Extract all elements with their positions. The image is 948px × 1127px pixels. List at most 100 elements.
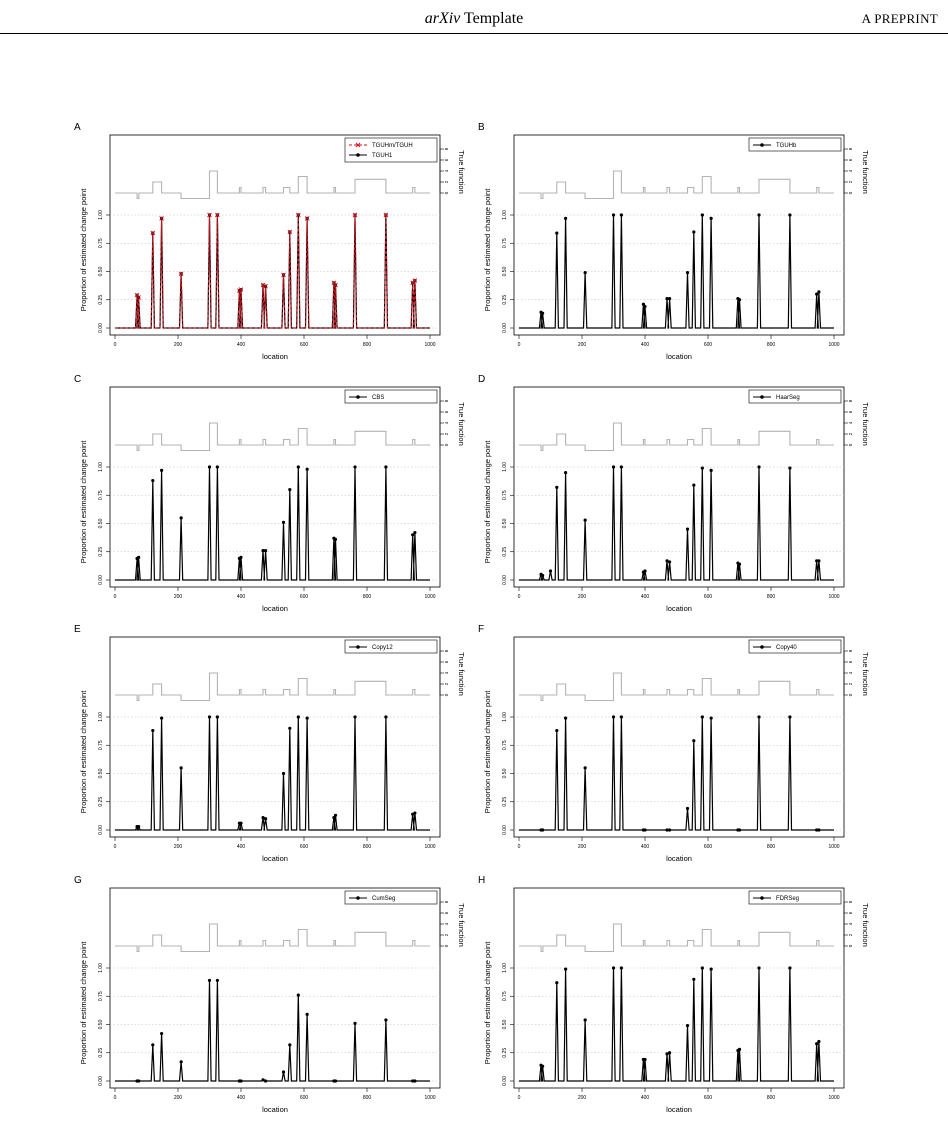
spike-marker-x bbox=[207, 212, 212, 218]
spike-point bbox=[263, 549, 268, 553]
y-tick-label: 0.75 bbox=[502, 740, 508, 750]
legend-marker-x bbox=[355, 142, 361, 148]
x-tick-label: 0 bbox=[114, 342, 117, 348]
spike-marker-x bbox=[281, 272, 286, 278]
y-axis-label: Proportion of estimated change point bbox=[79, 440, 88, 563]
spike-point bbox=[564, 471, 568, 475]
panel-B: B 0.00 0.25 0.50 0.75 1.00 Proportion of estim… bbox=[478, 122, 870, 361]
right-axis-label: True function bbox=[457, 652, 466, 696]
y-tick-label: 1.00 bbox=[98, 963, 104, 973]
y-tick-label: 0.50 bbox=[502, 266, 508, 276]
right-tick-label: 8 bbox=[444, 399, 449, 402]
y-tick-label: 0.00 bbox=[502, 323, 508, 333]
spike-point bbox=[564, 216, 568, 220]
spike-point bbox=[151, 1043, 155, 1047]
spike-point bbox=[305, 716, 309, 720]
right-tick-label: 8 bbox=[848, 649, 853, 652]
legend-box bbox=[748, 389, 842, 404]
y-tick-label: 0.00 bbox=[98, 575, 104, 585]
spike-point bbox=[384, 715, 388, 719]
x-tick-label: 200 bbox=[174, 342, 183, 348]
right-tick-label: 2 bbox=[848, 682, 853, 685]
spike-point bbox=[619, 966, 623, 970]
y-tick-label: 0.25 bbox=[502, 547, 508, 557]
y-tick-label: 0.75 bbox=[98, 740, 104, 750]
series-line bbox=[519, 466, 834, 581]
spike-point bbox=[239, 821, 243, 825]
y-axis-label: Proportion of estimated change point bbox=[483, 690, 492, 813]
spike-point bbox=[665, 297, 669, 301]
spike-point bbox=[151, 728, 155, 733]
spike-point bbox=[333, 537, 338, 541]
spike-point bbox=[160, 468, 164, 472]
spike-point bbox=[564, 716, 568, 720]
spike-marker-x bbox=[263, 283, 268, 289]
spike-point bbox=[413, 1079, 417, 1083]
panel-E: E 0.00 0.25 0.50 0.75 1.00 Proportion of estim… bbox=[74, 624, 466, 863]
panel-label: F bbox=[478, 624, 484, 635]
x-tick-label: 200 bbox=[578, 594, 587, 600]
y-tick-label: 0.00 bbox=[502, 825, 508, 835]
spike-point bbox=[700, 715, 704, 719]
spike-point bbox=[643, 569, 647, 573]
x-tick-label: 400 bbox=[641, 1095, 650, 1101]
panel-label: G bbox=[74, 875, 82, 886]
legend-box bbox=[344, 639, 438, 654]
spike-point bbox=[296, 465, 300, 469]
right-tick-label: 0 bbox=[444, 944, 449, 947]
spike-point bbox=[788, 715, 792, 719]
spike-point bbox=[665, 559, 669, 563]
spike-point bbox=[583, 518, 587, 522]
spike-marker-x bbox=[159, 216, 164, 221]
x-tick-label: 200 bbox=[174, 844, 183, 850]
legend-marker-dot bbox=[760, 143, 764, 147]
preprint-tag: A PREPRINT bbox=[861, 11, 938, 26]
spike-point bbox=[815, 828, 819, 832]
spike-point bbox=[700, 966, 704, 970]
right-tick-label: 6 bbox=[848, 911, 853, 914]
panel-H: H 0.00 0.25 0.50 0.75 1.00 Proportion of estim… bbox=[478, 875, 870, 1114]
right-tick-label: 2 bbox=[444, 180, 449, 183]
y-axis-label: Proportion of estimated change point bbox=[483, 440, 492, 563]
legend-marker-dot bbox=[356, 153, 360, 157]
spike-marker-x bbox=[412, 278, 418, 283]
spike-point bbox=[239, 1079, 243, 1083]
spike-point bbox=[667, 297, 672, 301]
plot-frame bbox=[513, 134, 845, 336]
spike-point bbox=[263, 817, 268, 821]
x-tick-label: 0 bbox=[114, 1095, 117, 1101]
panel-label: B bbox=[478, 122, 485, 133]
y-tick-label: 0.00 bbox=[98, 825, 104, 835]
plot-frame bbox=[513, 636, 845, 838]
y-tick-label: 1.00 bbox=[98, 712, 104, 722]
y-tick-label: 0.50 bbox=[502, 518, 508, 528]
spike-point bbox=[788, 966, 792, 970]
true-function-line bbox=[115, 422, 430, 452]
page-header: arXiv Template A PREPRINT bbox=[0, 0, 948, 36]
y-tick-label: 1.00 bbox=[502, 462, 508, 472]
spike-point bbox=[619, 213, 623, 217]
spike-point bbox=[555, 231, 559, 235]
x-tick-label: 600 bbox=[704, 844, 713, 850]
right-tick-label: 6 bbox=[848, 410, 853, 413]
x-tick-label: 400 bbox=[237, 1095, 246, 1101]
spike-point bbox=[333, 813, 338, 817]
legend-marker-dot bbox=[760, 645, 764, 649]
spike-point bbox=[137, 825, 141, 829]
true-function-line bbox=[519, 672, 834, 702]
spike-point bbox=[737, 298, 742, 302]
spike-point bbox=[207, 978, 212, 983]
x-tick-label: 400 bbox=[641, 342, 650, 348]
spike-point bbox=[788, 213, 792, 217]
spike-point bbox=[555, 728, 559, 733]
x-tick-label: 400 bbox=[237, 342, 246, 348]
spike-point bbox=[611, 465, 616, 469]
x-tick-label: 400 bbox=[641, 844, 650, 850]
spike-point bbox=[179, 516, 183, 520]
spike-point bbox=[384, 465, 388, 469]
spike-point bbox=[685, 527, 690, 531]
spike-point bbox=[685, 271, 690, 275]
x-tick-label: 400 bbox=[641, 594, 650, 600]
spike-marker-x bbox=[215, 212, 220, 218]
spike-point bbox=[288, 1043, 292, 1047]
